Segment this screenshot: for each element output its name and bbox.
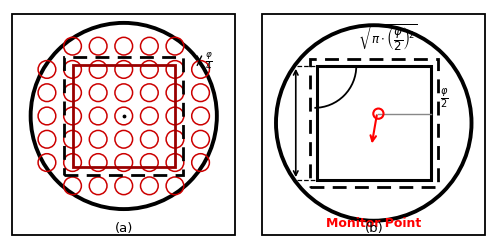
Text: Monitor Point: Monitor Point <box>326 216 422 229</box>
Text: $\frac{\varphi}{4}$: $\frac{\varphi}{4}$ <box>205 51 213 72</box>
Bar <box>316 67 431 180</box>
Bar <box>64 57 183 176</box>
Text: (b): (b) <box>364 221 383 234</box>
Text: $\sqrt{\pi \cdot \left(\dfrac{\varphi}{2}\right)^{\!2}}$: $\sqrt{\pi \cdot \left(\dfrac{\varphi}{2… <box>358 23 418 53</box>
Text: $\frac{\varphi}{2}$: $\frac{\varphi}{2}$ <box>440 86 448 110</box>
Text: (a): (a) <box>114 221 133 234</box>
Bar <box>72 66 175 168</box>
Bar <box>310 60 438 187</box>
